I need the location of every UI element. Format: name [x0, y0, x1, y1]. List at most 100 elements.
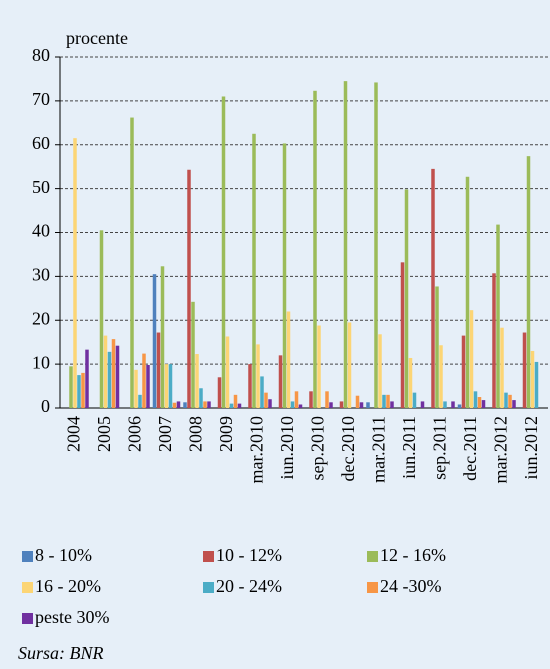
legend-swatch — [367, 582, 378, 593]
bar — [207, 401, 211, 408]
legend-label: 10 - 12% — [216, 545, 282, 565]
x-tick-label: iun.2012 — [521, 416, 541, 480]
bar — [203, 401, 207, 408]
y-tick-label: 20 — [32, 308, 50, 328]
bar — [168, 364, 173, 408]
bar — [294, 391, 299, 408]
legend-label: 12 - 16% — [380, 545, 446, 565]
bar — [176, 401, 181, 408]
x-tick-label: mar.2011 — [368, 416, 388, 483]
bar — [278, 355, 283, 408]
bar — [221, 96, 226, 409]
bar — [260, 376, 264, 408]
bar — [522, 332, 527, 408]
y-tick-label: 10 — [32, 352, 50, 372]
bar — [378, 334, 382, 408]
x-tick-label: mar.2010 — [246, 416, 266, 484]
bar — [69, 366, 73, 408]
x-tick-label: 2006 — [124, 416, 144, 452]
bar — [195, 354, 199, 408]
bar — [77, 375, 81, 408]
legend-label: 24 -30% — [380, 576, 442, 596]
bar — [146, 365, 150, 408]
bar — [81, 372, 85, 408]
bar — [412, 392, 417, 408]
bar — [534, 361, 539, 408]
y-axis-label: procente — [66, 28, 128, 48]
legend-label: 16 - 20% — [35, 576, 101, 596]
bar — [390, 401, 394, 408]
bar — [248, 364, 252, 408]
bar — [496, 224, 500, 408]
x-tick-label: iun.2011 — [399, 416, 419, 479]
bar — [286, 311, 291, 408]
y-tick-label: 0 — [41, 396, 50, 416]
y-tick-label: 40 — [32, 221, 50, 241]
bar — [420, 401, 425, 408]
bar — [382, 394, 386, 408]
x-tick-label: dec.2011 — [460, 416, 480, 481]
x-tick-label: dec.2010 — [338, 416, 358, 481]
bar — [451, 401, 455, 408]
bar — [85, 349, 89, 408]
x-tick-label: 2008 — [185, 416, 205, 452]
bar — [500, 327, 504, 408]
bar — [443, 401, 447, 408]
bar — [465, 176, 470, 408]
x-tick-label: sep.2010 — [307, 416, 327, 481]
legend-swatch — [22, 551, 33, 562]
legend-swatch — [22, 613, 33, 624]
bar — [343, 81, 348, 408]
bar — [492, 273, 496, 408]
bar — [73, 138, 77, 408]
bar — [530, 350, 535, 408]
bar — [233, 394, 238, 408]
y-tick-label: 50 — [32, 177, 50, 197]
bar — [313, 90, 317, 408]
x-tick-label: 2005 — [94, 416, 114, 452]
bar — [366, 402, 370, 408]
legend-label: peste 30% — [35, 607, 109, 627]
bar — [298, 404, 303, 408]
bar — [164, 364, 169, 408]
bar — [282, 143, 287, 408]
bar — [256, 344, 260, 408]
bar — [229, 403, 234, 408]
bar — [477, 397, 482, 408]
bar — [431, 168, 435, 408]
legend-swatch — [203, 582, 214, 593]
bar — [99, 230, 104, 408]
bar — [481, 400, 486, 408]
bar — [130, 117, 134, 409]
bar — [115, 345, 120, 408]
y-tick-label: 30 — [32, 265, 50, 285]
x-tick-label: 2009 — [216, 416, 236, 452]
bar — [339, 401, 344, 408]
bar — [309, 391, 313, 408]
bar — [107, 351, 112, 408]
bar — [111, 339, 116, 408]
bar — [317, 325, 321, 408]
legend-swatch — [22, 582, 33, 593]
bar — [268, 399, 272, 408]
bar — [138, 394, 142, 408]
y-tick-label: 70 — [32, 89, 50, 109]
bar — [469, 310, 474, 408]
bar — [191, 301, 195, 408]
legend-swatch — [203, 551, 214, 562]
bar — [325, 391, 329, 408]
bar — [290, 401, 295, 408]
bar — [225, 336, 230, 408]
bar — [329, 402, 333, 408]
bar — [152, 274, 157, 408]
legend-label: 20 - 24% — [216, 576, 282, 596]
bar — [512, 400, 516, 408]
bar — [374, 82, 378, 408]
x-tick-label: 2004 — [63, 416, 83, 452]
legend-label: 8 - 10% — [35, 545, 92, 565]
x-tick-label: mar.2012 — [490, 416, 510, 484]
bar — [156, 332, 161, 408]
bar — [187, 169, 191, 408]
